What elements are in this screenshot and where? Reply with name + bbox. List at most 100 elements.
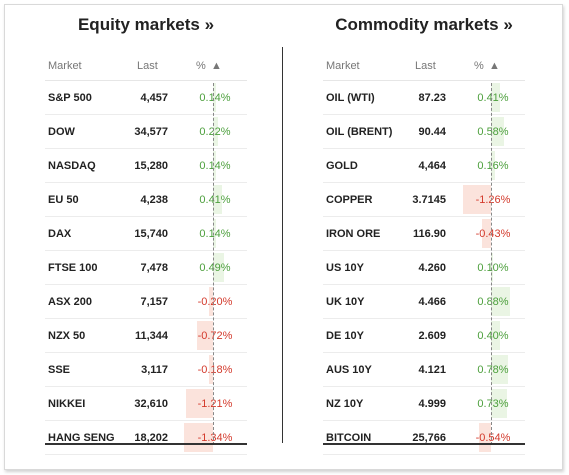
equity-markets-table: Market Last % ▲ S&P 500 4,457 0.14% DOW 34,5… bbox=[45, 50, 247, 455]
market-name: NZ 10Y bbox=[326, 398, 364, 410]
market-column-header[interactable]: Market bbox=[326, 60, 360, 72]
last-price: 7,157 bbox=[140, 296, 168, 308]
table-row[interactable]: NZ 10Y 4.999 0.73% bbox=[323, 387, 525, 421]
negative-change-bar bbox=[197, 321, 213, 350]
table-bottom-rule bbox=[45, 443, 247, 445]
last-price: 18,202 bbox=[134, 432, 168, 444]
last-column-header[interactable]: Last bbox=[415, 60, 436, 72]
last-price: 3,117 bbox=[141, 364, 168, 376]
last-price: 4.466 bbox=[418, 296, 446, 308]
last-column-header[interactable]: Last bbox=[137, 60, 158, 72]
table-row[interactable]: S&P 500 4,457 0.14% bbox=[45, 81, 247, 115]
table-header: Market Last % ▲ bbox=[323, 50, 525, 81]
percent-change: 0.16% bbox=[477, 160, 509, 172]
percent-change: -0.20% bbox=[197, 296, 233, 308]
table-row[interactable]: GOLD 4,464 0.16% bbox=[323, 149, 525, 183]
table-row[interactable]: IRON ORE 116.90 -0.43% bbox=[323, 217, 525, 251]
table-row[interactable]: DE 10Y 2.609 0.40% bbox=[323, 319, 525, 353]
last-price: 4.999 bbox=[418, 398, 446, 410]
table-row[interactable]: FTSE 100 7,478 0.49% bbox=[45, 251, 247, 285]
last-price: 3.7145 bbox=[412, 194, 446, 206]
table-row[interactable]: DAX 15,740 0.14% bbox=[45, 217, 247, 251]
last-price: 32,610 bbox=[134, 398, 168, 410]
table-row[interactable]: US 10Y 4.260 0.10% bbox=[323, 251, 525, 285]
percent-change: 0.10% bbox=[477, 262, 509, 274]
table-row[interactable]: OIL (WTI) 87.23 0.41% bbox=[323, 81, 525, 115]
positive-change-bar bbox=[491, 83, 500, 112]
positive-change-bar bbox=[491, 389, 508, 418]
table-row[interactable]: NIKKEI 32,610 -1.21% bbox=[45, 387, 247, 421]
table-row[interactable]: NZX 50 11,344 -0.72% bbox=[45, 319, 247, 353]
market-name: OIL (WTI) bbox=[326, 92, 375, 104]
percent-column-header[interactable]: % bbox=[196, 60, 206, 72]
panel-divider bbox=[282, 47, 283, 443]
positive-change-bar bbox=[213, 83, 217, 112]
market-name: OIL (BRENT) bbox=[326, 126, 393, 138]
market-name: DE 10Y bbox=[326, 330, 364, 342]
positive-change-bar bbox=[213, 185, 222, 214]
table-row[interactable]: BITCOIN 25,766 -0.54% bbox=[323, 421, 525, 455]
table-row[interactable]: NASDAQ 15,280 0.14% bbox=[45, 149, 247, 183]
percent-change: -1.34% bbox=[197, 432, 233, 444]
positive-change-bar bbox=[491, 151, 495, 180]
table-row[interactable]: OIL (BRENT) 90.44 0.58% bbox=[323, 115, 525, 149]
last-price: 4.121 bbox=[418, 364, 446, 376]
zero-baseline bbox=[213, 83, 214, 445]
market-name: NASDAQ bbox=[48, 160, 96, 172]
positive-change-bar bbox=[213, 219, 217, 248]
table-row[interactable]: UK 10Y 4.466 0.88% bbox=[323, 285, 525, 319]
percent-change: 0.73% bbox=[477, 398, 509, 410]
table-row[interactable]: HANG SENG 18,202 -1.34% bbox=[45, 421, 247, 455]
percent-change: -0.72% bbox=[197, 330, 233, 342]
percent-change: 0.41% bbox=[199, 194, 231, 206]
last-price: 87.23 bbox=[418, 92, 446, 104]
last-price: 4,457 bbox=[140, 92, 168, 104]
market-name: US 10Y bbox=[326, 262, 364, 274]
negative-change-bar bbox=[481, 219, 491, 248]
last-price: 15,280 bbox=[134, 160, 168, 172]
table-row[interactable]: ASX 200 7,157 -0.20% bbox=[45, 285, 247, 319]
positive-change-bar bbox=[491, 321, 500, 350]
market-name: NZX 50 bbox=[48, 330, 86, 342]
market-name: EU 50 bbox=[48, 194, 79, 206]
percent-change: 0.40% bbox=[477, 330, 509, 342]
table-row[interactable]: EU 50 4,238 0.41% bbox=[45, 183, 247, 217]
last-price: 4.260 bbox=[418, 262, 446, 274]
market-name: NIKKEI bbox=[48, 398, 86, 410]
last-price: 15,740 bbox=[134, 228, 168, 240]
percent-change: -0.54% bbox=[475, 432, 511, 444]
market-name: UK 10Y bbox=[326, 296, 365, 308]
market-column-header[interactable]: Market bbox=[48, 60, 82, 72]
percent-change: 0.22% bbox=[199, 126, 231, 138]
sort-ascending-icon[interactable]: ▲ bbox=[489, 60, 500, 72]
sort-ascending-icon[interactable]: ▲ bbox=[211, 60, 222, 72]
market-name: FTSE 100 bbox=[48, 262, 98, 274]
last-price: 34,577 bbox=[134, 126, 168, 138]
percent-change: 0.14% bbox=[199, 92, 231, 104]
table-row[interactable]: SSE 3,117 -0.18% bbox=[45, 353, 247, 387]
percent-change: -0.43% bbox=[475, 228, 511, 240]
positive-change-bar bbox=[491, 117, 504, 146]
last-price: 116.90 bbox=[412, 228, 446, 240]
positive-change-bar bbox=[213, 117, 218, 146]
negative-change-bar bbox=[479, 423, 491, 452]
percent-change: 0.78% bbox=[477, 364, 509, 376]
table-row[interactable]: DOW 34,577 0.22% bbox=[45, 115, 247, 149]
market-name: COPPER bbox=[326, 194, 373, 206]
last-price: 11,344 bbox=[134, 330, 168, 342]
percent-change: 0.58% bbox=[477, 126, 509, 138]
positive-change-bar bbox=[491, 253, 494, 282]
negative-change-bar bbox=[463, 185, 491, 214]
percent-column-header[interactable]: % bbox=[474, 60, 484, 72]
last-price: 7,478 bbox=[140, 262, 168, 274]
negative-change-bar bbox=[183, 423, 213, 452]
market-name: SSE bbox=[48, 364, 71, 376]
last-price: 25,766 bbox=[412, 432, 446, 444]
last-price: 90.44 bbox=[418, 126, 446, 138]
table-row[interactable]: AUS 10Y 4.121 0.78% bbox=[323, 353, 525, 387]
equity-markets-title-link[interactable]: Equity markets » bbox=[77, 15, 215, 34]
percent-change: 0.14% bbox=[199, 160, 231, 172]
commodity-markets-title-link[interactable]: Commodity markets » bbox=[335, 15, 513, 34]
zero-baseline bbox=[491, 83, 492, 445]
table-row[interactable]: COPPER 3.7145 -1.26% bbox=[323, 183, 525, 217]
